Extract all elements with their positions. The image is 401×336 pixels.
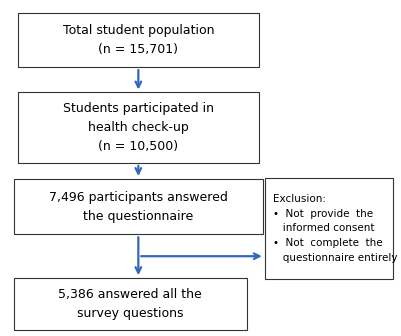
Text: 7,496 participants answered
the questionnaire: 7,496 participants answered the question… <box>49 191 228 223</box>
FancyBboxPatch shape <box>265 178 393 279</box>
Text: Students participated in
health check-up
(n = 10,500): Students participated in health check-up… <box>63 102 214 153</box>
FancyBboxPatch shape <box>14 179 263 235</box>
FancyBboxPatch shape <box>14 278 247 330</box>
FancyBboxPatch shape <box>18 13 259 67</box>
FancyBboxPatch shape <box>18 92 259 163</box>
Text: Total student population
(n = 15,701): Total student population (n = 15,701) <box>63 24 214 56</box>
Text: 5,386 answered all the
survey questions: 5,386 answered all the survey questions <box>59 288 202 320</box>
Text: Exclusion:
•  Not  provide  the
   informed consent
•  Not  complete  the
   que: Exclusion: • Not provide the informed co… <box>273 194 397 263</box>
